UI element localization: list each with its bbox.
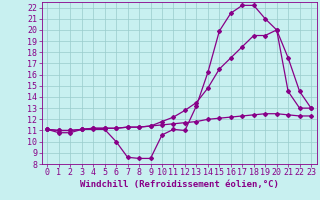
X-axis label: Windchill (Refroidissement éolien,°C): Windchill (Refroidissement éolien,°C) (80, 180, 279, 189)
